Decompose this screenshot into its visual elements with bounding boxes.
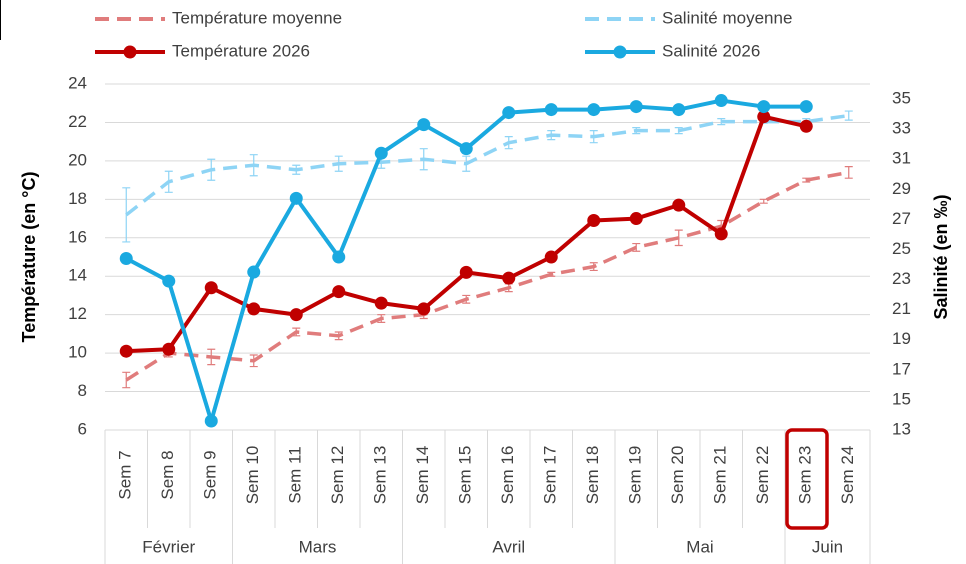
error-bar bbox=[844, 110, 853, 121]
y2-tick-label: 19 bbox=[892, 329, 911, 348]
marker bbox=[289, 191, 303, 205]
x-tick-label: Sem 21 bbox=[711, 446, 730, 505]
x-tick-label: Sem 9 bbox=[201, 450, 220, 499]
y-tick-label: 24 bbox=[68, 73, 87, 92]
marker bbox=[502, 106, 516, 120]
marker bbox=[204, 414, 218, 428]
y2-tick-label: 23 bbox=[892, 269, 911, 288]
marker bbox=[374, 296, 388, 310]
y-tick-label: 12 bbox=[68, 304, 87, 323]
error-bar bbox=[759, 198, 768, 204]
x-tick-label: Sem 12 bbox=[328, 446, 347, 505]
marker bbox=[714, 94, 728, 108]
marker bbox=[459, 142, 473, 156]
x-tick-label: Sem 8 bbox=[158, 450, 177, 499]
marker bbox=[672, 103, 686, 117]
x-tick-label: Sem 14 bbox=[413, 446, 432, 505]
marker bbox=[757, 100, 771, 114]
marker bbox=[247, 302, 261, 316]
marker bbox=[629, 212, 643, 226]
marker bbox=[289, 308, 303, 322]
marker bbox=[714, 227, 728, 241]
y-axis-title: Température (en °C) bbox=[19, 172, 39, 343]
marker bbox=[374, 146, 388, 160]
x-tick-label: Sem 17 bbox=[541, 446, 560, 505]
x-tick-label: Sem 11 bbox=[286, 446, 305, 503]
group-label: Juin bbox=[812, 537, 843, 556]
y-tick-label: 20 bbox=[68, 150, 87, 169]
x-tick-label: Sem 18 bbox=[583, 446, 602, 505]
legend-marker bbox=[613, 45, 627, 59]
y-tick-label: 8 bbox=[78, 381, 87, 400]
y-tick-label: 22 bbox=[68, 112, 87, 131]
marker bbox=[799, 100, 813, 114]
y-tick-label: 14 bbox=[68, 266, 87, 285]
marker bbox=[459, 265, 473, 279]
marker bbox=[587, 213, 601, 227]
x-tick-label: Sem 7 bbox=[116, 450, 135, 499]
marker bbox=[119, 252, 133, 266]
marker bbox=[332, 250, 346, 264]
y2-tick-label: 31 bbox=[892, 149, 911, 168]
y2-tick-label: 21 bbox=[892, 299, 911, 318]
marker bbox=[119, 344, 133, 358]
x-tick-label: Sem 15 bbox=[456, 446, 475, 505]
y-tick-label: 16 bbox=[68, 227, 87, 246]
x-tick-label: Sem 22 bbox=[753, 446, 772, 505]
y-tick-label: 18 bbox=[68, 189, 87, 208]
y2-tick-label: 25 bbox=[892, 239, 911, 258]
y2-tick-label: 17 bbox=[892, 359, 911, 378]
x-tick-label: Sem 19 bbox=[626, 446, 645, 505]
group-label: Février bbox=[142, 537, 195, 556]
y2-tick-label: 27 bbox=[892, 209, 911, 228]
x-tick-label: Sem 20 bbox=[668, 446, 687, 505]
y2-tick-label: 13 bbox=[892, 419, 911, 438]
group-label: Mai bbox=[686, 537, 713, 556]
marker bbox=[544, 250, 558, 264]
marker bbox=[417, 118, 431, 132]
highlight-box bbox=[785, 428, 829, 530]
marker bbox=[629, 100, 643, 114]
x-tick-label: Sem 10 bbox=[243, 446, 262, 505]
marker bbox=[332, 285, 346, 299]
marker bbox=[247, 265, 261, 279]
y2-axis-title: Salinité (en ‰) bbox=[931, 194, 951, 319]
group-label: Avril bbox=[492, 537, 525, 556]
error-bar bbox=[122, 187, 131, 243]
y-tick-label: 6 bbox=[78, 419, 87, 438]
marker bbox=[799, 119, 813, 133]
series-line bbox=[125, 113, 849, 217]
marker bbox=[204, 281, 218, 295]
y2-tick-label: 33 bbox=[892, 119, 911, 138]
marker bbox=[672, 198, 686, 212]
series-line bbox=[125, 170, 850, 382]
x-tick-label: Sem 24 bbox=[838, 446, 857, 505]
legend-label: Température moyenne bbox=[172, 8, 342, 27]
legend-label: Salinité 2026 bbox=[662, 41, 760, 60]
marker bbox=[587, 103, 601, 117]
marker bbox=[162, 342, 176, 356]
marker bbox=[162, 274, 176, 288]
y2-tick-label: 29 bbox=[892, 179, 911, 198]
marker bbox=[502, 271, 516, 285]
marker bbox=[757, 110, 771, 124]
error-bar bbox=[844, 166, 853, 179]
x-tick-label: Sem 16 bbox=[498, 446, 517, 505]
y2-tick-label: 15 bbox=[892, 389, 911, 408]
group-label: Mars bbox=[299, 537, 337, 556]
legend-label: Salinité moyenne bbox=[662, 8, 792, 27]
marker bbox=[417, 302, 431, 316]
y-tick-label: 10 bbox=[68, 343, 87, 362]
legend-marker bbox=[123, 45, 137, 59]
legend-label: Température 2026 bbox=[172, 41, 310, 60]
x-tick-label: Sem 23 bbox=[796, 446, 815, 505]
marker bbox=[544, 103, 558, 117]
x-tick-label: Sem 13 bbox=[371, 446, 390, 505]
y2-tick-label: 35 bbox=[892, 89, 911, 108]
